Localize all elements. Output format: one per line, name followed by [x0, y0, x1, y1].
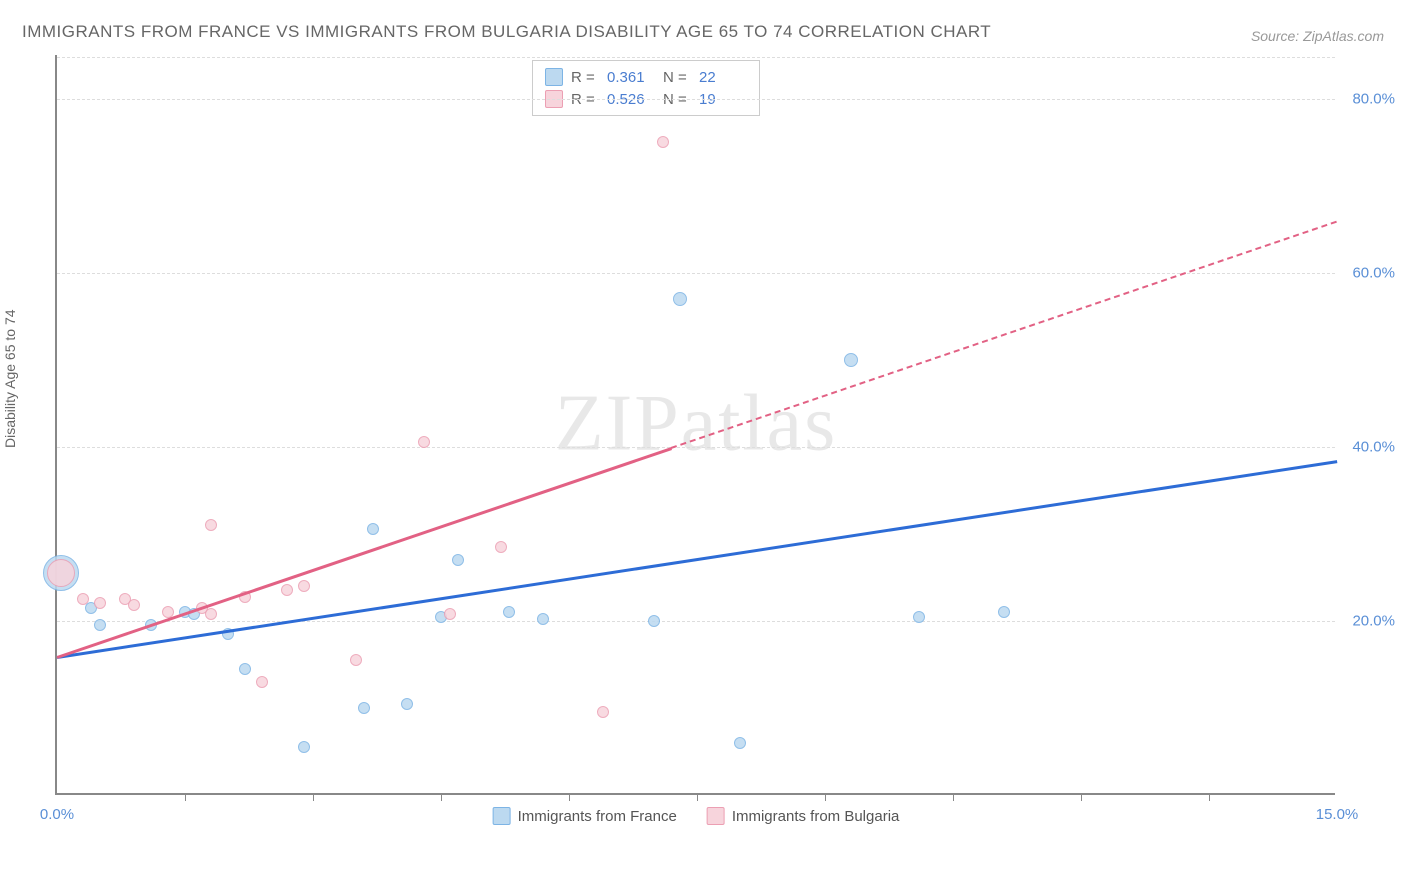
source-attribution: Source: ZipAtlas.com: [1251, 28, 1384, 44]
scatter-point-france: [358, 702, 370, 714]
scatter-point-france: [998, 606, 1010, 618]
stat-n-france: 22: [699, 69, 747, 86]
gridline-h: [57, 99, 1335, 100]
y-tick-label: 20.0%: [1352, 612, 1395, 629]
scatter-point-france: [298, 741, 310, 753]
scatter-point-france: [94, 619, 106, 631]
trend-line: [57, 447, 672, 658]
gridline-h: [57, 447, 1335, 448]
scatter-point-france: [537, 613, 549, 625]
stat-r-france: 0.361: [607, 69, 655, 86]
legend-item-bulgaria: Immigrants from Bulgaria: [707, 807, 900, 825]
trend-line: [57, 460, 1337, 658]
stat-row-france: R = 0.361 N = 22: [545, 66, 747, 88]
scatter-point-bulgaria: [77, 593, 89, 605]
x-tick-label: 15.0%: [1316, 806, 1359, 823]
x-tick: [441, 793, 442, 801]
scatter-point-bulgaria: [281, 584, 293, 596]
scatter-point-france: [401, 698, 413, 710]
scatter-point-france: [452, 554, 464, 566]
x-tick: [313, 793, 314, 801]
legend-label-france: Immigrants from France: [518, 808, 677, 825]
stat-r-label: R =: [571, 69, 599, 86]
scatter-point-bulgaria: [256, 676, 268, 688]
scatter-point-france: [648, 615, 660, 627]
scatter-point-bulgaria: [495, 541, 507, 553]
x-tick: [953, 793, 954, 801]
scatter-point-france: [673, 292, 687, 306]
scatter-point-bulgaria: [298, 580, 310, 592]
gridline-h: [57, 57, 1335, 58]
chart-title: IMMIGRANTS FROM FRANCE VS IMMIGRANTS FRO…: [22, 22, 991, 42]
swatch-bulgaria-icon: [707, 807, 725, 825]
scatter-point-bulgaria: [94, 597, 106, 609]
x-tick-label: 0.0%: [40, 806, 74, 823]
scatter-point-bulgaria: [418, 436, 430, 448]
bottom-legend: Immigrants from France Immigrants from B…: [493, 807, 900, 825]
y-tick-label: 80.0%: [1352, 90, 1395, 107]
x-tick: [185, 793, 186, 801]
scatter-point-bulgaria: [657, 136, 669, 148]
scatter-point-france: [367, 523, 379, 535]
plot-area: ZIPatlas R = 0.361 N = 22 R = 0.526 N = …: [55, 55, 1335, 795]
scatter-point-france: [239, 663, 251, 675]
scatter-point-bulgaria: [47, 559, 75, 587]
legend-item-france: Immigrants from France: [493, 807, 677, 825]
scatter-point-bulgaria: [444, 608, 456, 620]
y-tick-label: 60.0%: [1352, 264, 1395, 281]
scatter-point-bulgaria: [350, 654, 362, 666]
y-tick-label: 40.0%: [1352, 438, 1395, 455]
swatch-france-icon: [545, 68, 563, 86]
scatter-point-bulgaria: [205, 608, 217, 620]
y-axis-label: Disability Age 65 to 74: [2, 309, 18, 448]
x-tick: [1209, 793, 1210, 801]
gridline-h: [57, 621, 1335, 622]
stat-legend: R = 0.361 N = 22 R = 0.526 N = 19: [532, 60, 760, 116]
legend-label-bulgaria: Immigrants from Bulgaria: [732, 808, 900, 825]
watermark-text: ZIPatlas: [555, 379, 838, 470]
scatter-point-bulgaria: [128, 599, 140, 611]
swatch-france-icon: [493, 807, 511, 825]
x-tick: [825, 793, 826, 801]
x-tick: [569, 793, 570, 801]
scatter-point-bulgaria: [597, 706, 609, 718]
scatter-point-france: [734, 737, 746, 749]
x-tick: [1081, 793, 1082, 801]
x-tick: [697, 793, 698, 801]
scatter-point-france: [913, 611, 925, 623]
scatter-point-bulgaria: [205, 519, 217, 531]
gridline-h: [57, 273, 1335, 274]
trend-line: [671, 220, 1337, 448]
scatter-point-france: [844, 353, 858, 367]
stat-n-label: N =: [663, 69, 691, 86]
scatter-point-france: [503, 606, 515, 618]
